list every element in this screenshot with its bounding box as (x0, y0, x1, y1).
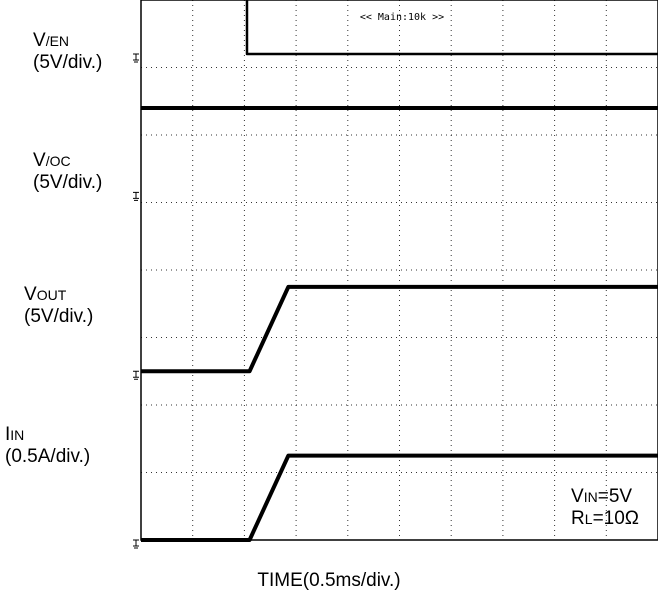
ground-marker-ch1 (133, 53, 139, 63)
ground-marker-ch4 (133, 539, 139, 549)
ch3-scale: (5V/div.) (24, 306, 94, 327)
trace-ch3 (141, 284, 658, 374)
ch2-scale: (5V/div.) (33, 172, 103, 193)
ch2-label: V/OC (5V/div.) (33, 150, 102, 194)
ground-marker-ch3 (133, 370, 139, 380)
ch2-name-main: V (33, 150, 46, 171)
ground-markers (133, 53, 139, 549)
ch4-scale: (0.5A/div.) (5, 446, 91, 467)
plot-grid (141, 0, 658, 540)
conditions-annotation: VIN=5V RL=10Ω (571, 486, 639, 530)
plot-frame (140, 0, 658, 541)
ch1-name-main: V (33, 30, 46, 51)
ch3-name-sub: OUT (36, 287, 67, 303)
ch1-label: V/EN (5V/div.) (33, 30, 102, 74)
ch4-name-sub: IN (10, 427, 25, 443)
condition-rl: RL=10Ω (571, 508, 639, 529)
ch2-name-sub: /OC (45, 153, 71, 169)
trace-ch1 (245, 0, 658, 56)
ch3-name-main: V (24, 284, 37, 305)
ground-marker-ch2 (133, 191, 139, 201)
ch1-scale: (5V/div.) (33, 52, 103, 73)
ch3-label: VOUT (5V/div.) (24, 284, 93, 328)
timebase-label: << Main:10k >> (360, 12, 444, 23)
ch4-label: IIN (0.5A/div.) (5, 424, 90, 468)
trace-ch4 (141, 453, 658, 542)
x-axis-label: TIME(0.5ms/div.) (257, 570, 401, 591)
ch4-name-main: I (5, 424, 11, 445)
traces (141, 0, 658, 542)
ch1-name-sub: /EN (45, 33, 70, 49)
condition-vin: VIN=5V (571, 486, 633, 507)
